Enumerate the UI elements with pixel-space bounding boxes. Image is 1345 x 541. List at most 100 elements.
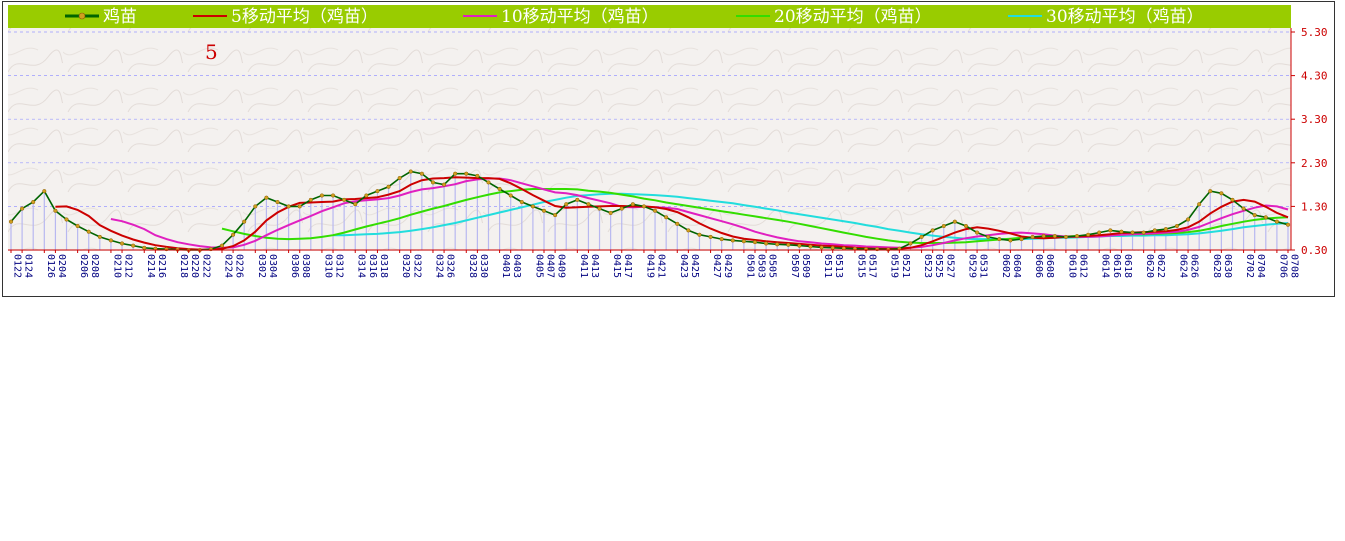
x-tick-label: 0302 <box>256 254 267 278</box>
data-point <box>564 202 569 207</box>
x-tick-label: 0616 <box>1111 254 1122 278</box>
data-point <box>975 230 980 235</box>
data-point <box>1252 213 1257 218</box>
data-point <box>586 202 591 207</box>
moving-average-chart: 0.30 1.30 2.30 3.30 4.30 5.30 0122 0124 0126 0204… <box>8 5 1328 278</box>
x-tick-label: 0618 <box>1122 254 1133 278</box>
series-line <box>55 176 1289 251</box>
legend-marker <box>78 12 86 20</box>
x-tick-label: 0523 <box>922 254 933 278</box>
y-tick-label: 5.30 <box>1301 26 1328 39</box>
data-point <box>719 237 724 242</box>
x-tick-label: 0503 <box>755 254 766 278</box>
data-point <box>1241 206 1246 211</box>
data-point <box>697 232 702 237</box>
data-point <box>31 199 36 205</box>
data-point <box>1074 233 1080 239</box>
data-point <box>775 242 780 247</box>
x-tick-label: 0419 <box>644 254 655 278</box>
x-tick-label: 0403 <box>511 254 522 278</box>
data-point <box>442 182 447 187</box>
data-point <box>708 234 713 239</box>
x-tick-label: 0409 <box>556 254 567 278</box>
data-point <box>608 210 613 215</box>
data-point <box>819 245 824 250</box>
x-tick-label: 0702 <box>1244 254 1255 278</box>
x-tick-label: 0509 <box>800 254 811 278</box>
data-point <box>419 171 424 176</box>
data-point <box>541 208 547 213</box>
x-tick-label: 0423 <box>678 254 689 278</box>
x-tick-label: 0704 <box>1255 254 1266 278</box>
data-point <box>1119 229 1124 234</box>
data-point <box>1163 227 1168 232</box>
x-tick-label: 0417 <box>622 254 633 278</box>
data-point <box>330 193 336 198</box>
x-tick-label: 0206 <box>78 254 89 278</box>
y-tick-label: 1.30 <box>1301 200 1328 213</box>
x-tick-label: 0505 <box>767 254 778 278</box>
x-tick-label: 0312 <box>334 254 345 278</box>
x-tick-label: 0531 <box>978 254 989 278</box>
data-point <box>963 223 969 229</box>
x-tick-label: 0604 <box>1011 254 1022 278</box>
data-point <box>308 197 313 202</box>
data-point <box>464 171 469 176</box>
x-tick-label: 0511 <box>822 254 833 278</box>
data-point <box>919 234 924 239</box>
data-point <box>619 206 624 211</box>
legend-label: 30移动平均（鸡苗） <box>1046 7 1204 27</box>
data-point <box>508 193 513 198</box>
x-tick-label: 0210 <box>111 254 122 278</box>
x-tick-label: 0708 <box>1289 254 1300 278</box>
data-point <box>986 234 991 239</box>
data-point <box>675 221 680 226</box>
x-tick-label: 0216 <box>156 254 167 278</box>
x-tick-label: 0316 <box>367 254 378 278</box>
x-tick-label: 0612 <box>1078 254 1089 278</box>
data-point <box>364 193 369 198</box>
x-tick-label: 0328 <box>467 254 478 278</box>
x-tick-label: 0606 <box>1033 254 1044 278</box>
data-point <box>142 245 147 250</box>
data-point <box>430 180 436 185</box>
x-tick-label: 0624 <box>1177 254 1188 278</box>
x-tick-label: 0224 <box>222 254 233 278</box>
data-point <box>86 229 91 234</box>
data-point <box>1108 228 1113 233</box>
data-point <box>641 204 646 209</box>
data-point <box>1086 232 1091 237</box>
data-point <box>1008 238 1013 243</box>
data-point <box>630 202 635 207</box>
x-tick-label: 0620 <box>1144 254 1155 278</box>
data-point <box>119 241 125 246</box>
data-point <box>42 189 47 194</box>
data-point <box>952 219 957 224</box>
x-tick-label: 0614 <box>1100 254 1111 278</box>
plot-background <box>8 28 1291 251</box>
data-point <box>1063 234 1068 239</box>
x-tick-label: 0405 <box>533 254 544 278</box>
x-tick-label: 0411 <box>578 254 589 278</box>
data-point <box>286 204 291 209</box>
x-tick-label: 0525 <box>933 254 944 278</box>
data-point <box>752 240 758 245</box>
x-tick-label: 0513 <box>833 254 844 278</box>
data-point <box>319 193 324 198</box>
data-point <box>1285 222 1291 227</box>
x-tick-label: 0322 <box>411 254 422 278</box>
x-tick-label: 0220 <box>189 254 200 278</box>
data-point <box>1219 191 1224 196</box>
data-point <box>664 215 669 220</box>
x-tick-label: 0501 <box>744 254 755 278</box>
x-tick-label: 0413 <box>589 254 600 278</box>
x-tick-label: 0610 <box>1066 254 1077 278</box>
x-tick-label: 0527 <box>944 254 955 278</box>
x-tick-label: 0415 <box>611 254 622 278</box>
data-point <box>519 199 524 205</box>
x-tick-label: 0706 <box>1277 254 1288 278</box>
data-point <box>1174 223 1180 229</box>
y-tick-label: 3.30 <box>1301 113 1328 126</box>
data-point <box>242 219 247 224</box>
data-point <box>786 242 791 247</box>
